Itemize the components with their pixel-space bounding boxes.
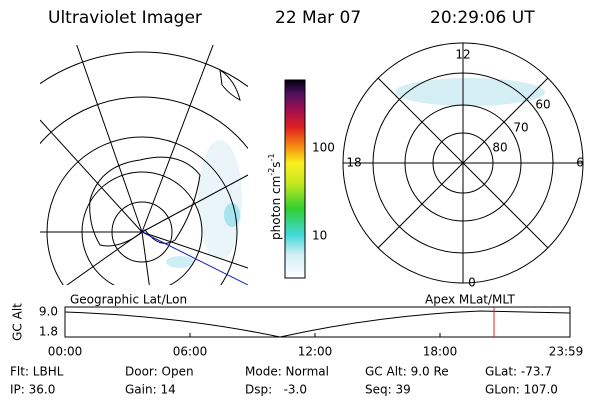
info-field: GC Alt: 9.0 Re: [365, 365, 449, 379]
info-field: Dsp: -3.0: [245, 383, 307, 397]
info-field: Flt: LBHL: [10, 365, 64, 379]
polar-label: 12: [455, 48, 470, 62]
polar-label: 80: [492, 141, 507, 155]
strip-ytick: 1.8: [39, 325, 58, 339]
strip-xtick: 12:00: [298, 345, 333, 359]
info-field: Seq: 39: [365, 383, 411, 397]
info-field: Mode: Normal: [245, 365, 329, 379]
altitude-curve: [64, 310, 571, 338]
info-field: Door: Open: [125, 365, 194, 379]
strip-frame: [64, 306, 571, 338]
colorbar-label: photon cm-2s-1: [267, 153, 283, 240]
colorbar-tick: 10: [312, 229, 327, 243]
info-field: GLon: 107.0: [485, 383, 558, 397]
info-field: GLat: -73.7: [485, 365, 552, 379]
polar-label: 6: [576, 156, 584, 170]
polar-plot: [342, 42, 584, 284]
strip-title: Apex MLat/MLT: [425, 293, 515, 307]
polar-label: 18: [346, 156, 361, 170]
strip-xtick: 06:00: [173, 345, 208, 359]
polar-label: 60: [535, 98, 550, 112]
time: 20:29:06 UT: [430, 8, 535, 28]
date: 22 Mar 07: [275, 8, 361, 28]
info-panel: Flt: LBHL Door: Open Mode: Normal GC Alt: 9…: [10, 365, 558, 397]
strip-xtick: 23:59: [549, 345, 584, 359]
strip-ylabel: GC Alt: [11, 303, 25, 341]
strip-xtick: 00:00: [48, 345, 83, 359]
polar-label: 70: [513, 121, 528, 135]
strip-title: Geographic Lat/Lon: [70, 293, 187, 307]
info-field: Gain: 14: [125, 383, 176, 397]
strip-xtick: 18:00: [423, 345, 458, 359]
polar-label: 0: [468, 276, 476, 290]
geo-map: [40, 45, 248, 285]
colorbar: [284, 79, 306, 279]
info-field: IP: 36.0: [10, 383, 55, 397]
instrument: Ultraviolet Imager: [48, 8, 202, 28]
colorbar-tick: 100: [312, 141, 335, 155]
strip-ytick: 9.0: [39, 305, 58, 319]
